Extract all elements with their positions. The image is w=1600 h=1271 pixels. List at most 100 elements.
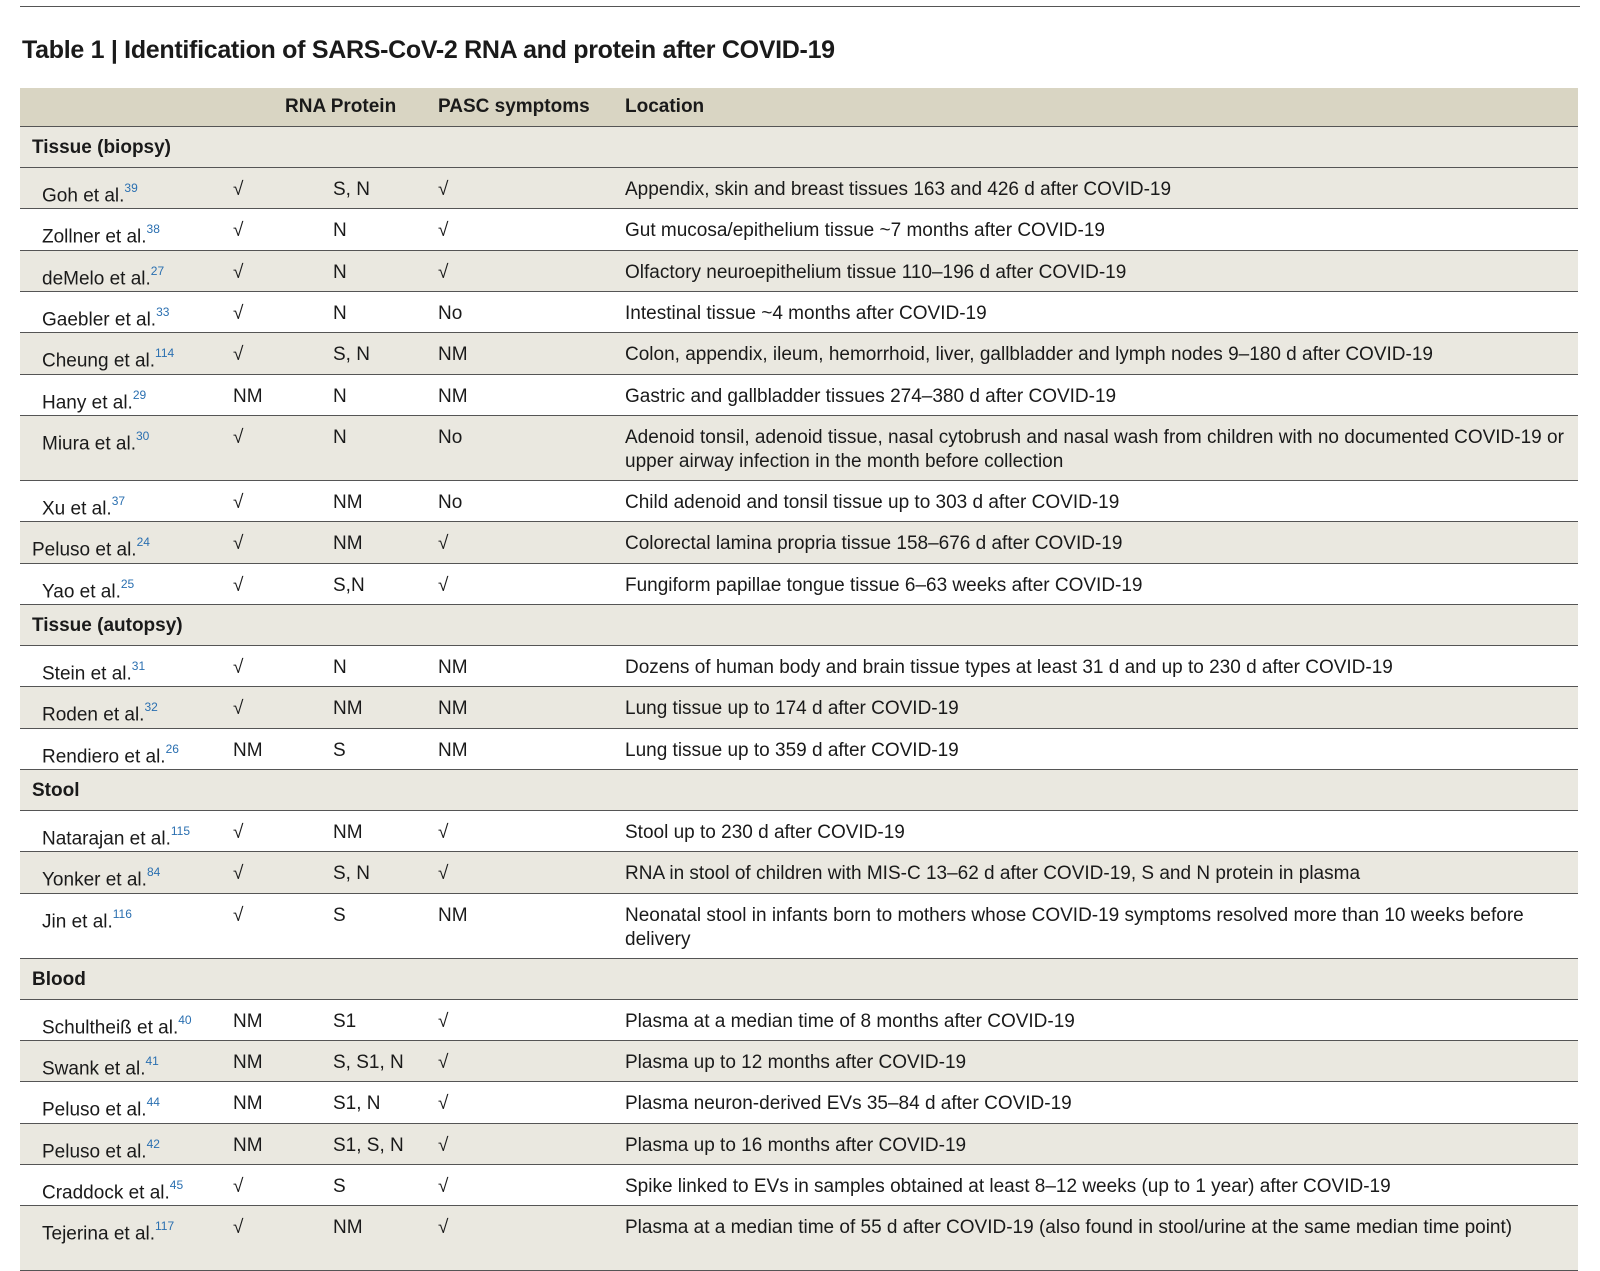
location-cell-text: Gastric and gallbladder tissues 274–380 …	[625, 385, 1117, 407]
rna-cell: √	[233, 167, 333, 210]
pasc-cell-text: √	[438, 1010, 449, 1032]
study-cell-text: Peluso et al.	[42, 1140, 147, 1162]
rna-cell-text: NM	[233, 1051, 263, 1073]
protein-cell-text: S, N	[333, 863, 370, 885]
protein-cell: S1, N	[333, 1081, 438, 1124]
rna-cell: √	[233, 250, 333, 292]
location-cell: Appendix, skin and breast tissues 163 an…	[625, 167, 1578, 210]
reference-number: 29	[132, 387, 147, 402]
rna-cell: NM	[233, 1081, 333, 1124]
rna-cell-text: √	[233, 863, 244, 885]
pasc-cell: NM	[438, 728, 625, 770]
location-cell: Fungiform papillae tongue tissue 6–63 we…	[625, 563, 1578, 605]
pasc-cell: √	[438, 810, 625, 853]
location-cell-text: Appendix, skin and breast tissues 163 an…	[625, 179, 1172, 200]
study-cell: Xu et al.37	[20, 480, 233, 523]
protein-cell: N	[333, 250, 438, 292]
section-label-text: Tissue (biopsy)	[32, 137, 172, 158]
protein-cell: S,N	[333, 563, 438, 605]
study-cell-text: Craddock et al.	[42, 1182, 170, 1204]
location-cell: RNA in stool of children with MIS-C 13–6…	[625, 851, 1578, 894]
location-cell-text: Lung tissue up to 174 d after COVID-19	[625, 698, 959, 720]
protein-cell: S, N	[333, 851, 438, 894]
rna-cell-text: √	[233, 821, 244, 843]
rna-cell: √	[233, 686, 333, 729]
study-cell-text: Yao et al.	[42, 580, 121, 602]
study-cell-text: Swank et al.	[42, 1058, 146, 1080]
protein-cell: NM	[333, 810, 438, 853]
pasc-cell: No	[438, 291, 625, 334]
protein-cell-text: N	[333, 426, 347, 448]
study-cell: Swank et al.41	[20, 1040, 233, 1083]
rna-cell: √	[233, 415, 333, 481]
table-row: Xu et al.37 √ NM No Child adenoid and tonsil…	[20, 480, 1578, 523]
pasc-cell-text: √	[438, 220, 449, 242]
rna-cell-text: √	[233, 1175, 244, 1197]
rna-cell-text: NM	[233, 1093, 263, 1115]
pasc-cell: NM	[438, 686, 625, 729]
study-cell-text: Roden et al.	[42, 704, 145, 726]
rna-cell: √	[233, 810, 333, 853]
table-row: Goh et al.39 √ S, N √ Appendix, skin and bre…	[20, 167, 1578, 210]
section-header-row: Blood	[20, 958, 1578, 1000]
study-cell: Cheung et al.114	[20, 332, 233, 375]
protein-cell: NM	[333, 521, 438, 564]
study-cell-text: Hany et al.	[42, 391, 133, 413]
reference-number: 117	[155, 1219, 175, 1234]
section-header-row: Tissue (autopsy)	[20, 604, 1578, 646]
header-rna-protein: RNA Protein	[233, 88, 438, 127]
location-cell-text: Plasma neuron-derived EVs 35–84 d after …	[625, 1093, 1072, 1115]
location-cell-text: Adenoid tonsil, adenoid tissue, nasal cy…	[625, 426, 1564, 472]
table-row: Swank et al.41 NM S, S1, N √ Plasma up to 12…	[20, 1040, 1578, 1083]
rna-cell: √	[233, 851, 333, 894]
table-row: Zollner et al.38 √ N √ Gut mucosa/epithelium…	[20, 208, 1578, 251]
pasc-cell: √	[438, 208, 625, 251]
table-row: Miura et al.30 √ N No Adenoid tonsil, adenoi…	[20, 415, 1578, 481]
study-cell: Schultheiß et al.40	[20, 999, 233, 1041]
pasc-cell: √	[438, 1205, 625, 1271]
reference-number: 24	[136, 535, 150, 550]
pasc-cell-text: √	[438, 863, 449, 885]
location-cell: Lung tissue up to 174 d after COVID-19	[625, 686, 1578, 729]
reference-number: 84	[146, 865, 161, 880]
location-cell-text: Stool up to 230 d after COVID-19	[625, 821, 905, 843]
reference-number: 116	[112, 906, 132, 921]
study-cell-text: Gaebler et al.	[42, 309, 157, 331]
study-cell: Peluso et al.44	[20, 1081, 233, 1124]
protein-cell-text: N	[333, 656, 347, 678]
reference-number: 30	[135, 428, 150, 443]
study-cell: Natarajan et al.115	[20, 810, 233, 853]
rna-cell: √	[233, 645, 333, 688]
study-cell-text: Peluso et al.	[32, 539, 137, 561]
pasc-cell: √	[438, 167, 625, 210]
rna-cell: √	[233, 893, 333, 959]
location-cell: Gut mucosa/epithelium tissue ~7 months a…	[625, 208, 1578, 251]
location-cell-text: Colon, appendix, ileum, hemorrhoid, live…	[625, 344, 1433, 366]
protein-cell-text: N	[333, 261, 347, 283]
protein-cell: NM	[333, 480, 438, 523]
protein-cell: NM	[333, 1205, 438, 1271]
pasc-cell: NM	[438, 332, 625, 375]
pasc-cell: √	[438, 999, 625, 1041]
location-cell-text: Plasma up to 16 months after COVID-19	[625, 1134, 967, 1156]
study-cell-text: deMelo et al.	[42, 267, 151, 289]
reference-number: 25	[120, 576, 135, 591]
study-cell: Peluso et al.42	[20, 1123, 233, 1165]
location-cell: Child adenoid and tonsil tissue up to 30…	[625, 480, 1578, 523]
rna-cell: √	[233, 521, 333, 564]
section-label-text: Blood	[32, 968, 86, 990]
location-cell-text: Colorectal lamina propria tissue 158–676…	[625, 533, 1123, 555]
location-cell-text: Spike linked to EVs in samples obtained …	[625, 1175, 1391, 1197]
rna-cell-text: √	[233, 220, 244, 242]
location-cell: Gastric and gallbladder tissues 274–380 …	[625, 374, 1578, 416]
protein-cell: S, S1, N	[333, 1040, 438, 1083]
rna-cell: √	[233, 1205, 333, 1271]
rna-cell-text: √	[233, 344, 244, 366]
pasc-cell: NM	[438, 374, 625, 416]
study-cell-text: Miura et al.	[42, 433, 136, 455]
pasc-cell: √	[438, 1123, 625, 1165]
table-row: Yonker et al.84 √ S, N √ RNA in stool of chi…	[20, 851, 1578, 894]
protein-cell: N	[333, 291, 438, 334]
reference-number: 37	[111, 493, 126, 508]
rna-cell-text: √	[233, 574, 244, 596]
